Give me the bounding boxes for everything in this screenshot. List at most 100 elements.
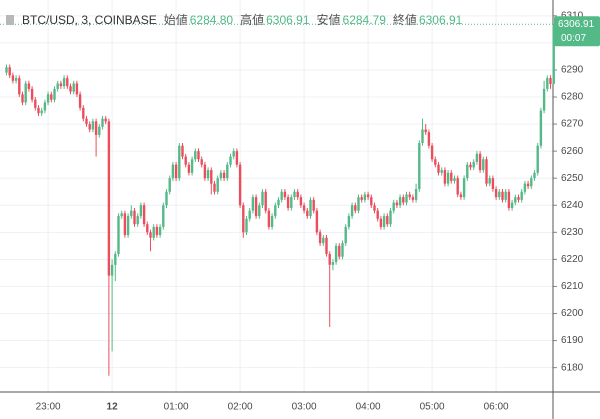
candle-body <box>165 191 168 206</box>
candle-body <box>40 110 43 114</box>
candle-body <box>478 153 482 171</box>
candle-body <box>82 107 85 119</box>
ohlc-label: 安値 <box>316 13 341 27</box>
candle-body <box>302 205 306 211</box>
candle-body <box>114 253 117 265</box>
x-tick-label: 06:00 <box>484 402 509 413</box>
candle-body <box>88 124 91 130</box>
candle-body <box>328 253 331 265</box>
candle-body <box>539 110 543 146</box>
candle-body <box>264 191 267 211</box>
candle-body <box>411 197 415 200</box>
candle-body <box>261 191 264 206</box>
candle-body <box>306 210 309 217</box>
candle-body <box>14 78 18 81</box>
candle-body <box>136 216 139 225</box>
candle-body <box>162 205 165 227</box>
candle-body <box>299 197 303 206</box>
candle-body <box>91 121 95 130</box>
candle-body <box>498 191 501 198</box>
candle-body <box>5 67 8 73</box>
candle-body <box>386 216 389 225</box>
candle-body <box>149 232 152 238</box>
candle-body <box>184 156 187 165</box>
candle-body <box>357 197 360 211</box>
candle-body <box>216 178 219 192</box>
candle-body <box>62 78 66 87</box>
candle-body <box>270 216 274 227</box>
candle-body <box>459 194 463 198</box>
x-tick-label: 04:00 <box>356 402 381 413</box>
candle-body <box>290 197 293 208</box>
countdown: 00:07 <box>561 33 586 44</box>
y-tick-label: 6190 <box>561 335 584 346</box>
candle-body <box>350 205 354 217</box>
y-tick-label: 6260 <box>561 146 584 157</box>
candle-body <box>34 99 37 108</box>
candle-body <box>24 83 27 103</box>
candle-body <box>152 226 155 238</box>
candle-body <box>245 218 248 233</box>
candle-body <box>155 226 159 236</box>
candle-body <box>523 183 527 192</box>
candle-body <box>530 178 533 187</box>
candle-body <box>210 170 213 184</box>
candle-body <box>168 178 171 192</box>
candle-body <box>469 164 472 168</box>
candle-body <box>11 75 15 81</box>
y-tick-label: 6270 <box>561 119 584 130</box>
ohlc-label: 高値 <box>240 13 265 27</box>
candle-body <box>338 245 341 257</box>
candle-body <box>398 197 402 206</box>
candle-body <box>98 126 101 135</box>
candle-body <box>514 197 517 203</box>
candle-body <box>21 94 24 103</box>
candle-body <box>213 183 216 192</box>
candle-body <box>280 191 283 200</box>
candle-body <box>344 226 347 244</box>
symbol-icon <box>6 14 14 25</box>
candle-body <box>171 164 175 179</box>
candle-body <box>347 216 351 227</box>
candle-body <box>520 191 523 200</box>
candle-body <box>354 205 357 211</box>
candle-body <box>466 164 469 179</box>
candle-body <box>242 205 245 233</box>
candle-body <box>507 191 511 208</box>
candle-body <box>296 191 299 198</box>
candle-body <box>194 151 197 160</box>
candle-body <box>78 94 82 108</box>
y-tick-label: 6280 <box>561 92 584 103</box>
candle-body <box>53 88 56 100</box>
candle-body <box>277 199 280 206</box>
candle-body <box>133 210 136 225</box>
candle-body <box>56 83 59 89</box>
candle-body <box>312 199 315 211</box>
candle-body <box>66 78 69 87</box>
candle-body <box>392 202 395 211</box>
y-tick-label: 6290 <box>561 65 584 76</box>
candle-body <box>18 78 21 95</box>
candle-body <box>482 159 485 171</box>
y-tick-label: 6210 <box>561 281 584 292</box>
x-tick-label: 23:00 <box>36 402 61 413</box>
candle-body <box>517 197 520 200</box>
candle-body <box>104 118 107 122</box>
candle-body <box>334 245 338 263</box>
candle-body <box>475 153 479 162</box>
candle-body <box>219 172 223 179</box>
ohlc-value: 6284.79 <box>342 12 386 27</box>
candle-body <box>341 243 344 257</box>
candle-body <box>248 210 251 219</box>
candle-body <box>526 183 530 187</box>
candle-body <box>427 132 431 146</box>
candle-body <box>546 78 549 89</box>
x-tick-label: 05:00 <box>420 402 445 413</box>
candle-body <box>178 145 181 179</box>
candle-body <box>366 194 370 198</box>
candle-body <box>72 83 75 92</box>
candle-body <box>405 194 408 203</box>
y-tick-label: 6310 <box>561 10 584 21</box>
candle-body <box>123 213 127 236</box>
